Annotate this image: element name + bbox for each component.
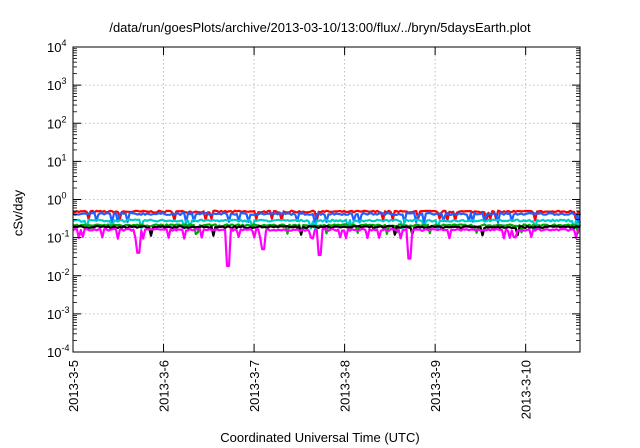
y-tick-label: 10-3 (47, 305, 69, 322)
series-line-4 (72, 223, 582, 236)
y-tick-label: 10-1 (47, 229, 69, 246)
x-tick-label: 2013-3-9 (428, 360, 443, 412)
series-line-1 (72, 209, 581, 222)
y-tick-label: 10-4 (47, 343, 69, 360)
y-tick-label: 104 (47, 38, 66, 55)
series-line-3 (72, 218, 582, 231)
y-tick-label: 102 (47, 114, 66, 131)
series-line-5 (72, 224, 581, 237)
y-tick-label: 101 (47, 152, 66, 169)
y-axis-label: cSv/day (10, 189, 26, 237)
x-tick-label: 2013-3-8 (338, 360, 353, 412)
series-line-2 (72, 211, 582, 224)
y-tick-label: 10-2 (47, 267, 69, 284)
x-tick-label: 2013-3-6 (157, 360, 172, 412)
chart-title: /data/run/goesPlots/archive/2013-03-10/1… (109, 20, 531, 35)
y-tick-label: 103 (47, 76, 66, 93)
y-tick-label: 100 (47, 191, 66, 208)
x-axis-label: Coordinated Universal Time (UTC) (220, 430, 420, 445)
y-tick-labels: 10-4 10-3 10-2 10-1 100 101 102 103 104 (47, 38, 69, 360)
x-tick-label: 2013-3-5 (66, 360, 81, 412)
series-line-6 (72, 227, 581, 268)
x-tick-label: 2013-3-7 (247, 360, 262, 412)
x-tick-label: 2013-3-10 (519, 360, 534, 419)
